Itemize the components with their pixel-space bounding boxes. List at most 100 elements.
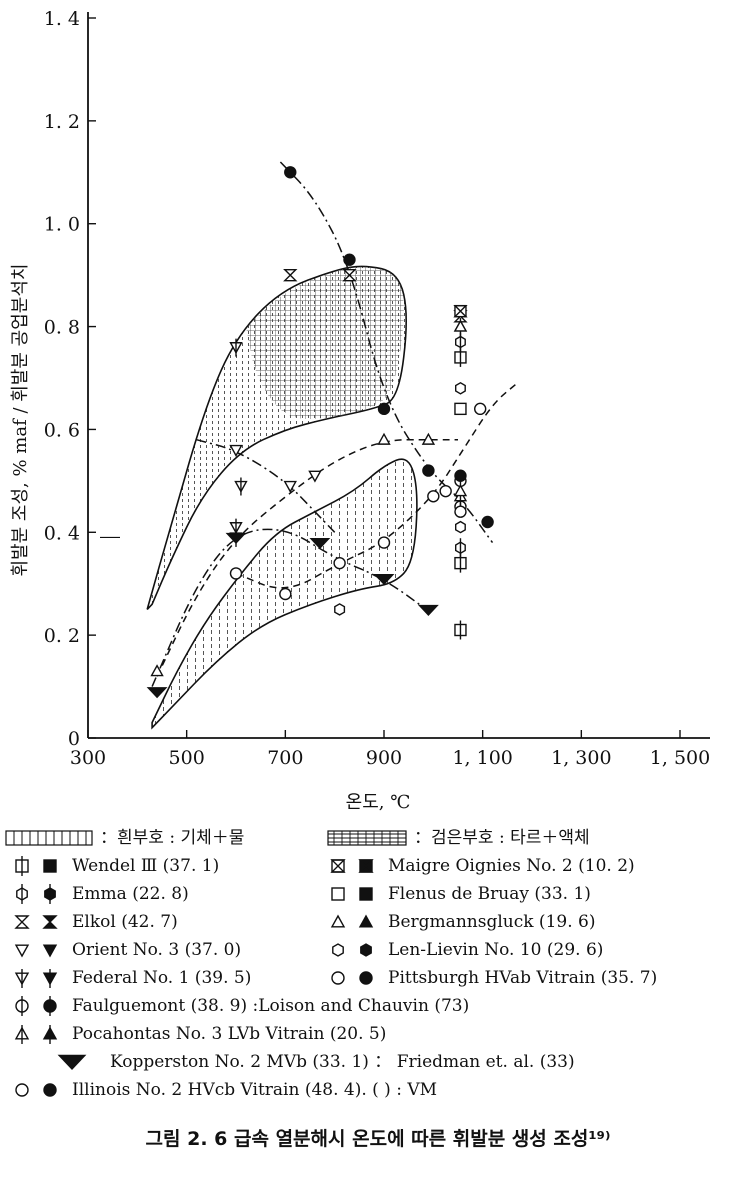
legend-fill-note-filled: ：검은부호 : 타르＋액체	[326, 824, 590, 850]
data-point-4-3	[229, 338, 243, 357]
data-point-10-0	[454, 402, 467, 416]
legend-entry: Wendel Ⅲ (37. 1)	[10, 852, 219, 878]
legend-entry: Illinois No. 2 HVcb Vitrain (48. 4). ( )…	[10, 1076, 437, 1102]
legend-symbol-icon	[14, 914, 58, 929]
legend-entry: Flenus de Bruay (33. 1)	[326, 880, 591, 906]
data-point-12-1	[455, 381, 466, 395]
legend-label: Illinois No. 2 HVcb Vitrain (48. 4). ( )…	[72, 1079, 438, 1100]
tick-labels: 300 500 700 900 1, 100 1, 300 1, 500 0 0. 2 0. 4 0…	[44, 8, 710, 769]
x-tick-label: 1, 300	[551, 747, 611, 769]
data-point-8-3	[377, 536, 391, 549]
x-tick-label: 500	[169, 747, 205, 769]
y-tick-label: 0. 4	[44, 522, 80, 544]
data-point-3-0	[308, 470, 322, 483]
data-point-11-1	[377, 432, 391, 445]
legend-symbol-icon	[15, 855, 57, 876]
axes	[87, 12, 710, 739]
figure-caption: 그림 2. 6 급속 열분해시 온도에 따른 휘발분 생성 조성¹⁹⁾	[145, 1128, 611, 1150]
legend-symbol-icon	[331, 970, 373, 985]
legend-entry: Orient No. 3 (37. 0)	[10, 936, 241, 962]
data-point-12-2	[455, 520, 466, 534]
legend-label: Len-Lievin No. 10 (29. 6)	[388, 939, 604, 960]
legend-symbol-icon	[331, 886, 373, 901]
legend-label: Kopperston No. 2 MVb (33. 1) ： Friedman …	[110, 1051, 575, 1072]
legend-fill-note-open: ：흰부호 : 기체＋물	[4, 824, 244, 850]
data-point-8-0	[229, 567, 243, 580]
legend-label: Elkol (42. 7)	[72, 911, 178, 932]
data-point-4-2	[234, 477, 248, 496]
legend-label: Pittsburgh HVab Vitrain (35. 7)	[388, 967, 658, 988]
data-point-7-3	[373, 574, 395, 586]
data-point-11-4	[453, 319, 468, 332]
data-point-0-2	[454, 620, 467, 640]
legend-symbol-icon	[332, 942, 372, 957]
legend-fill-note-open-text: ：흰부호 : 기체＋물	[100, 827, 245, 848]
data-point-12-0	[334, 603, 346, 616]
legend-label: Pocahontas No. 3 LVb Vitrain (20. 5)	[72, 1023, 387, 1044]
legend-symbol-icon	[15, 995, 57, 1016]
y-tick-label: 1. 0	[44, 214, 80, 236]
legend-label: Faulguemont (38. 9) :Loison and Chauvin …	[72, 995, 470, 1016]
kopperston-curve	[151, 528, 434, 687]
y-tick-label: 0	[68, 728, 80, 750]
y-tick-label: 0. 6	[44, 419, 80, 441]
legend-symbol-icon	[15, 1082, 57, 1097]
upper-grid-region	[245, 266, 404, 420]
legend-symbol-icon	[330, 914, 374, 928]
data-point-11-3	[453, 484, 468, 497]
legend-entry: Elkol (42. 7)	[10, 908, 178, 934]
legend-symbol-icon	[14, 968, 58, 988]
legend-label: Federal No. 1 (39. 5)	[72, 967, 252, 988]
legend-entry: Len-Lievin No. 10 (29. 6)	[326, 936, 603, 962]
legend-symbol-icon	[57, 1054, 87, 1070]
hatch-open-icon	[5, 829, 93, 846]
legend-label: Wendel Ⅲ (37. 1)	[72, 855, 220, 876]
legend-entry: Bergmannsgluck (19. 6)	[326, 908, 595, 934]
x-tick-label: 300	[70, 747, 106, 769]
data-point-13-5	[481, 515, 494, 529]
y-axis-label: 휘발분 조성, % maf / 휘발분 공업분석치	[10, 264, 31, 577]
legend-fill-note-filled-text: ：검은부호 : 타르＋액체	[414, 827, 590, 848]
data-point-13-3	[422, 464, 435, 477]
legend-entry: Federal No. 1 (39. 5)	[10, 964, 251, 990]
x-tick-label: 700	[267, 747, 303, 769]
shaded-regions	[146, 265, 418, 730]
y-tick-label: 0. 2	[44, 625, 80, 647]
data-point-2-1	[342, 268, 357, 282]
data-point-7-2	[309, 538, 331, 550]
legend-symbol-icon	[14, 943, 58, 957]
legend-entry: Emma (22. 8)	[10, 880, 189, 906]
data-point-13-0	[284, 166, 297, 179]
y-tick-label: 1. 4	[44, 8, 80, 30]
x-tick-label: 1, 500	[650, 747, 710, 769]
y-tick-label: 0. 8	[44, 317, 80, 339]
y-tick-label: 1. 2	[44, 111, 80, 133]
legend-symbol-icon	[330, 858, 374, 873]
data-point-8-5	[439, 484, 452, 498]
legend-label: Flenus de Bruay (33. 1)	[388, 883, 591, 904]
data-point-11-0	[150, 664, 164, 677]
legend-label: Maigre Oignies No. 2 (10. 2)	[388, 855, 635, 876]
legend-label: Orient No. 3 (37. 0)	[72, 939, 242, 960]
legend-entry: Pittsburgh HVab Vitrain (35. 7)	[326, 964, 657, 990]
legend-entry: Pocahontas No. 3 LVb Vitrain (20. 5)	[10, 1020, 386, 1046]
legend-label: Bergmannsgluck (19. 6)	[388, 911, 596, 932]
data-point-8-6	[454, 505, 467, 518]
data-point-13-4	[454, 469, 467, 482]
data-point-13-2	[377, 402, 391, 416]
data-marks	[146, 166, 494, 699]
data-point-9-0	[453, 304, 468, 318]
legend-symbol-icon	[14, 1024, 58, 1044]
data-point-8-7	[474, 402, 487, 416]
legend-entry: Faulguemont (38. 9) :Loison and Chauvin …	[10, 992, 469, 1018]
data-point-8-2	[333, 556, 346, 570]
x-tick-label: 1, 100	[452, 747, 512, 769]
data-point-7-0	[146, 687, 168, 699]
orient-curve	[196, 438, 336, 533]
data-point-2-0	[283, 268, 298, 282]
legend-label: Emma (22. 8)	[72, 883, 189, 904]
data-point-3-2	[229, 444, 243, 457]
data-point-11-2	[421, 432, 436, 445]
chart: 300 500 700 900 1, 100 1, 300 1, 500 0 0. 2 0. 4 0…	[10, 8, 710, 813]
data-point-8-1	[279, 587, 292, 601]
